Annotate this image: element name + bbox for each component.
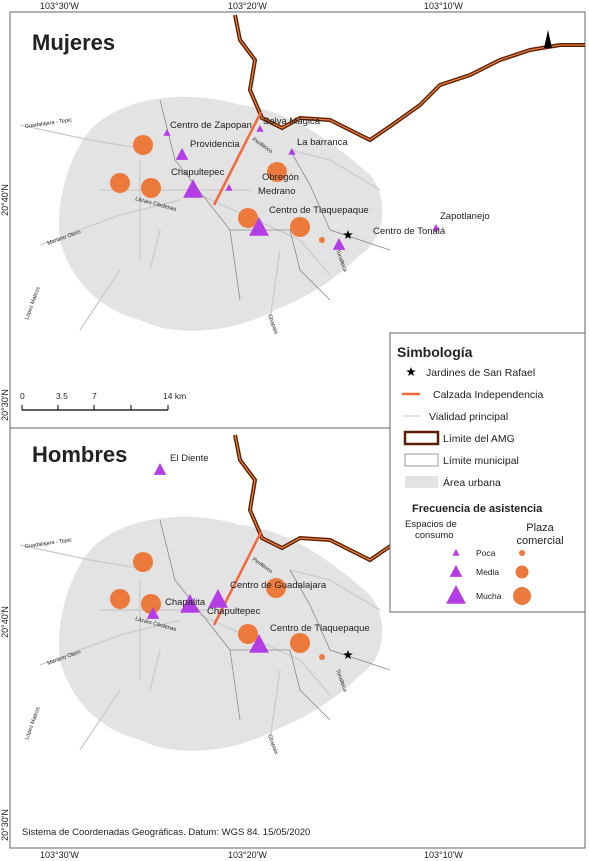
triangle-marker bbox=[446, 585, 466, 604]
legend bbox=[389, 332, 586, 613]
label: Calzada Independencia bbox=[433, 389, 543, 401]
label: Selva Mágica bbox=[263, 116, 321, 127]
north-arrow bbox=[544, 30, 552, 48]
circle-marker bbox=[133, 552, 153, 572]
urban-detail bbox=[19, 544, 381, 751]
circle-marker bbox=[519, 550, 525, 556]
label: 103°20'W bbox=[228, 850, 267, 860]
triangle-marker bbox=[153, 463, 167, 475]
label: Espacios de consumo bbox=[405, 519, 457, 541]
label: Hombres bbox=[32, 442, 127, 467]
label: Mucha bbox=[476, 591, 502, 601]
label: 7 bbox=[92, 391, 97, 401]
label: 20°30'N bbox=[0, 389, 10, 421]
circle-marker bbox=[110, 589, 130, 609]
circle-marker bbox=[319, 654, 325, 660]
label: Área urbana bbox=[443, 476, 501, 489]
triangle-marker bbox=[225, 184, 233, 191]
panel-mujeres bbox=[19, 14, 585, 411]
label: 20°30'N bbox=[0, 809, 10, 841]
circle-marker bbox=[133, 135, 153, 155]
triangle-marker bbox=[175, 148, 189, 160]
circle-marker bbox=[238, 208, 258, 228]
circle-marker bbox=[267, 162, 287, 182]
legend-box bbox=[389, 332, 586, 613]
label: Chapultepec bbox=[207, 606, 261, 617]
triangle-marker bbox=[432, 224, 440, 231]
triangle-marker bbox=[249, 217, 269, 236]
label: 103°20'W bbox=[228, 1, 267, 11]
triangle-marker bbox=[180, 594, 200, 613]
label: Mujeres bbox=[32, 30, 115, 55]
label: 20°40'N bbox=[0, 184, 10, 216]
circle-marker bbox=[290, 633, 310, 653]
label: Obregón bbox=[262, 172, 299, 183]
label: 103°10'W bbox=[424, 850, 463, 860]
circle-marker bbox=[319, 237, 325, 243]
triangle-marker bbox=[332, 238, 346, 250]
circle-marker bbox=[513, 587, 531, 605]
triangle-marker bbox=[249, 634, 269, 653]
label: Providencia bbox=[190, 139, 240, 150]
legend-urban bbox=[405, 476, 438, 488]
label: Media bbox=[476, 567, 499, 577]
circle-marker bbox=[290, 217, 310, 237]
label: Zapotlanejo bbox=[440, 211, 490, 222]
urban-detail bbox=[19, 124, 381, 331]
triangle-marker bbox=[163, 129, 171, 136]
label: La barranca bbox=[297, 137, 348, 148]
urban-area bbox=[59, 96, 383, 331]
circle-marker bbox=[110, 173, 130, 193]
circle-marker bbox=[141, 178, 161, 198]
triangle-marker bbox=[288, 148, 296, 155]
star-marker bbox=[343, 230, 353, 239]
triangle-marker bbox=[452, 549, 460, 556]
label: Centro de Tonalá bbox=[373, 226, 446, 237]
panel-hombres bbox=[19, 434, 585, 751]
label: Simbología bbox=[397, 344, 473, 360]
label: Poca bbox=[476, 548, 496, 558]
label: Plaza comercial bbox=[516, 522, 563, 547]
label: 0 bbox=[20, 391, 25, 401]
star-marker bbox=[406, 367, 416, 376]
label: Centro de Zapopan bbox=[170, 120, 252, 131]
triangle-marker bbox=[208, 589, 228, 608]
label: Chapultepec bbox=[171, 167, 225, 178]
label: Centro de Tlaquepaque bbox=[270, 623, 370, 634]
triangle-marker bbox=[183, 179, 203, 198]
label: 103°30'W bbox=[40, 850, 79, 860]
label: Vialidad principal bbox=[429, 411, 508, 423]
label: Centro de Tlaquepaque bbox=[269, 205, 369, 216]
amg-limit-inner bbox=[234, 14, 585, 141]
label: 3.5 bbox=[56, 391, 68, 401]
label: Medrano bbox=[258, 186, 296, 197]
triangle-marker bbox=[146, 607, 160, 619]
triangle-marker bbox=[449, 565, 463, 577]
circle-marker bbox=[141, 594, 161, 614]
calzada-independencia bbox=[212, 111, 263, 206]
urban-area bbox=[59, 516, 383, 751]
label: El Diente bbox=[170, 453, 209, 464]
legend-municipal bbox=[404, 453, 439, 467]
circle-marker bbox=[266, 578, 286, 598]
circle-marker bbox=[238, 624, 258, 644]
label: 103°30'W bbox=[40, 1, 79, 11]
label: 103°10'W bbox=[424, 1, 463, 11]
label: Límite municipal bbox=[443, 455, 519, 467]
label: Frecuencia de asistencia bbox=[412, 503, 543, 515]
label: Jardines de San Rafael bbox=[426, 367, 535, 379]
label: Chapalita bbox=[165, 597, 206, 608]
calzada-independencia bbox=[212, 531, 263, 626]
star-marker bbox=[343, 650, 353, 659]
label: 20°40'N bbox=[0, 606, 10, 638]
circle-marker bbox=[515, 565, 529, 579]
label: Sistema de Coordenadas Geográficas. Datu… bbox=[22, 827, 310, 838]
label: 14 km bbox=[163, 391, 186, 401]
legend-amg bbox=[403, 430, 440, 446]
triangle-marker bbox=[256, 125, 264, 132]
label: Límite del AMG bbox=[443, 433, 515, 445]
label: Centro de Guadalajara bbox=[230, 580, 327, 591]
